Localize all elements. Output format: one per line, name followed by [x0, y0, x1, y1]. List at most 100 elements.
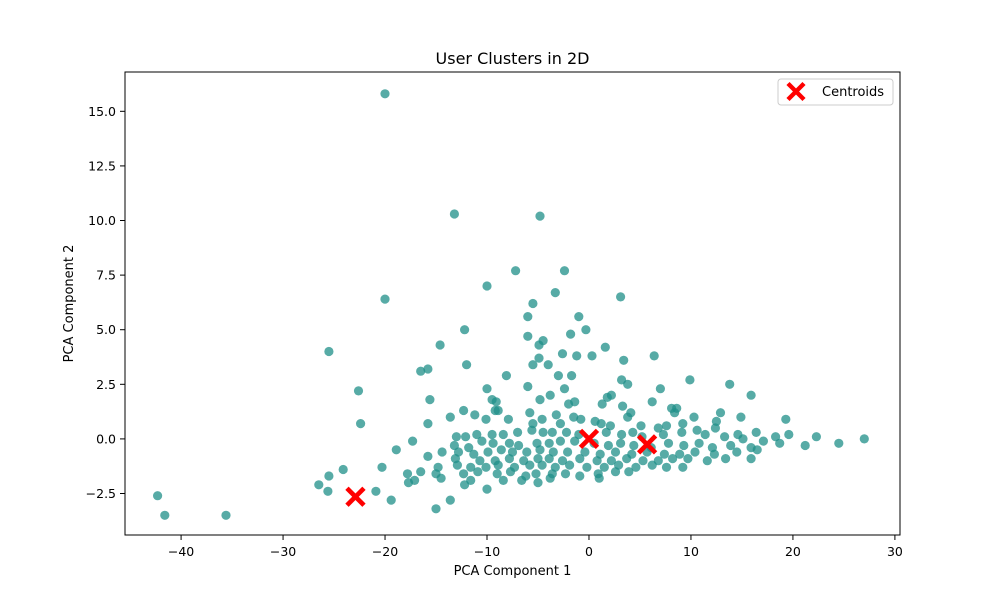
centroid-marker [578, 428, 600, 450]
y-tick-label: 15.0 [88, 104, 116, 119]
data-point [513, 427, 523, 437]
data-point [599, 462, 609, 472]
data-point [491, 397, 501, 407]
data-point [775, 438, 785, 448]
data-point [469, 449, 479, 459]
data-point [677, 427, 687, 437]
data-point [736, 412, 746, 422]
data-point [482, 384, 492, 394]
data-point [481, 462, 491, 472]
centroid-marker [345, 486, 366, 507]
data-point [575, 471, 585, 481]
data-point [371, 486, 381, 496]
data-point [402, 469, 413, 479]
data-point [445, 412, 455, 422]
data-point [221, 510, 231, 520]
data-point [771, 432, 781, 442]
data-point [482, 484, 492, 494]
data-point [403, 478, 414, 488]
data-point [709, 449, 720, 459]
data-point [391, 445, 401, 455]
data-point [464, 443, 474, 453]
data-point [425, 395, 435, 405]
legend-label: Centroids [822, 85, 884, 100]
data-point [601, 427, 611, 437]
data-point [649, 351, 659, 361]
data-point [629, 440, 639, 451]
data-point [572, 351, 582, 361]
data-point [636, 421, 646, 431]
data-point [561, 427, 572, 437]
plot-frame [124, 71, 901, 536]
data-point [548, 447, 558, 457]
data-point [610, 467, 621, 477]
data-point [655, 384, 666, 394]
data-point [692, 425, 702, 435]
data-point [487, 429, 497, 440]
data-point [758, 436, 769, 446]
data-point [437, 447, 447, 457]
data-point [606, 390, 617, 400]
legend-centroid-marker [786, 81, 806, 102]
data-point [338, 464, 348, 475]
data-point [617, 429, 627, 440]
data-point [647, 397, 657, 407]
data-point [472, 429, 482, 440]
y-tick-label: 10.0 [88, 213, 116, 228]
data-point [555, 419, 566, 429]
data-point [659, 449, 670, 459]
data-point [675, 449, 685, 459]
data-point [544, 454, 554, 464]
data-point [581, 325, 591, 335]
data-point [592, 456, 602, 466]
data-point [537, 414, 547, 424]
data-point [377, 462, 387, 472]
y-tick-label: 12.5 [88, 158, 116, 173]
data-point [416, 366, 426, 376]
data-point [550, 288, 560, 298]
data-point [678, 419, 688, 429]
data-point [605, 421, 616, 431]
data-point [557, 456, 568, 466]
data-point [423, 364, 433, 374]
data-point [466, 462, 476, 472]
data-point [594, 473, 604, 483]
x-tick-label: 10 [683, 544, 699, 559]
data-point [493, 460, 503, 470]
data-point [545, 390, 555, 400]
data-point [679, 440, 689, 451]
data-point [482, 281, 492, 291]
legend: Centroids [777, 78, 894, 106]
data-point [522, 447, 532, 457]
data-point [498, 429, 508, 440]
data-point [670, 408, 680, 418]
data-point [314, 480, 324, 490]
data-point [565, 460, 575, 470]
data-point [408, 436, 418, 446]
data-point [473, 467, 483, 477]
data-point [752, 445, 762, 455]
data-point [527, 425, 537, 435]
data-point [523, 381, 533, 392]
data-point [622, 454, 632, 464]
data-point [535, 445, 545, 455]
data-point [534, 353, 544, 363]
data-point [470, 410, 480, 420]
data-point [702, 456, 712, 466]
data-point [600, 342, 610, 352]
data-point [566, 329, 576, 339]
data-point [504, 438, 514, 448]
data-point [551, 410, 561, 420]
data-point [452, 460, 462, 470]
data-point [431, 504, 441, 514]
data-point [534, 340, 544, 350]
data-point [559, 266, 570, 276]
data-point [533, 478, 543, 488]
data-point [324, 346, 334, 357]
data-point [661, 462, 672, 472]
y-tick-label: 0.0 [96, 431, 116, 446]
data-point [483, 447, 493, 457]
data-point [545, 473, 555, 483]
data-point [557, 349, 568, 359]
data-point [811, 432, 822, 442]
